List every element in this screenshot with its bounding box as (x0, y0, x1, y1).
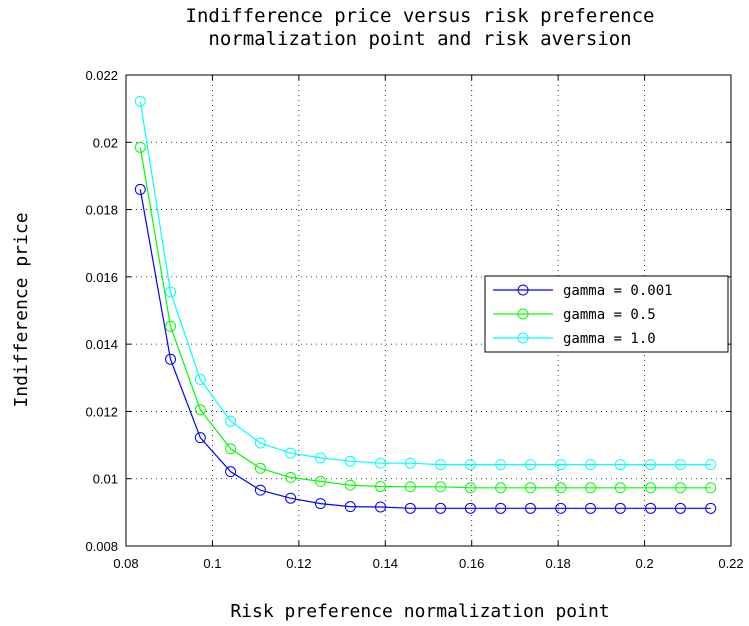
y-tick-label: 0.016 (85, 270, 118, 285)
series-3 (134, 95, 717, 471)
x-tick-label: 0.22 (718, 556, 743, 571)
data-point (404, 457, 416, 469)
data-point (464, 502, 476, 514)
data-point (285, 471, 297, 483)
data-point (645, 482, 657, 494)
data-series (134, 95, 717, 514)
data-point (674, 502, 686, 514)
y-tick-label: 0.01 (93, 472, 118, 487)
x-tick-label: 0.18 (545, 556, 570, 571)
data-point (674, 459, 686, 471)
data-point (314, 452, 326, 464)
data-point (495, 482, 507, 494)
data-point (194, 373, 206, 385)
data-point (705, 459, 717, 471)
data-point (555, 482, 567, 494)
y-tick-label: 0.014 (85, 337, 118, 352)
chart-title: Indifference price versus risk preferenc… (186, 5, 655, 50)
data-point (134, 183, 146, 195)
data-point (344, 479, 356, 491)
series-1 (134, 183, 717, 514)
data-point (254, 437, 266, 449)
data-point (134, 141, 146, 153)
x-tick-label: 0.14 (373, 556, 398, 571)
data-point (194, 404, 206, 416)
data-point (555, 459, 567, 471)
legend-entry[interactable]: gamma = 0.001 (493, 283, 673, 299)
x-tick-label: 0.16 (459, 556, 484, 571)
x-tick-label: 0.2 (636, 556, 654, 571)
data-point (524, 482, 536, 494)
chart-title-line-1: Indifference price versus risk preferenc… (186, 5, 655, 27)
legend-entry[interactable]: gamma = 1.0 (493, 331, 656, 347)
data-point (435, 502, 447, 514)
data-point (225, 443, 237, 455)
data-point (285, 492, 297, 504)
legend-label: gamma = 0.001 (563, 283, 673, 299)
data-point (495, 502, 507, 514)
legend[interactable]: gamma = 0.001 gamma = 0.5 gamma = 1.0 (484, 275, 729, 353)
y-tick-label: 0.018 (85, 203, 118, 218)
legend-label: gamma = 1.0 (563, 331, 656, 347)
data-point (705, 502, 717, 514)
data-point (435, 481, 447, 493)
plot-area-frame (125, 74, 732, 547)
legend-marker (517, 332, 529, 344)
chart-title-line-2: normalization point and risk aversion (208, 28, 631, 50)
data-point (614, 482, 626, 494)
data-point (344, 455, 356, 467)
data-point (404, 481, 416, 493)
data-point (645, 502, 657, 514)
data-point (705, 482, 717, 494)
data-point (614, 459, 626, 471)
data-point (375, 457, 387, 469)
data-point (134, 95, 146, 107)
y-tick-label: 0.008 (85, 539, 118, 554)
data-point (165, 320, 177, 332)
x-axis-label: Risk preference normalization point (230, 601, 609, 622)
data-point (165, 353, 177, 365)
y-axis-label: Indifference price (11, 212, 32, 407)
y-tick-label: 0.022 (85, 68, 118, 83)
x-tick-label: 0.12 (286, 556, 311, 571)
data-point (225, 415, 237, 427)
data-point (404, 502, 416, 514)
data-point (314, 475, 326, 487)
x-tick-label: 0.1 (203, 556, 221, 571)
data-point (375, 501, 387, 513)
data-point (194, 432, 206, 444)
data-point (375, 480, 387, 492)
data-point (225, 466, 237, 478)
data-point (555, 502, 567, 514)
y-tick-label: 0.02 (93, 135, 118, 150)
data-point (585, 459, 597, 471)
data-point (254, 462, 266, 474)
legend-marker (517, 284, 529, 296)
data-point (464, 482, 476, 494)
axis-ticks: 0.08 0.1 0.12 0.14 0.16 0.18 0.2 0.22 0.008 0.01 0… (85, 68, 743, 571)
legend-marker (517, 308, 529, 320)
data-point (585, 502, 597, 514)
y-tick-label: 0.012 (85, 404, 118, 419)
data-point (674, 482, 686, 494)
data-point (464, 459, 476, 471)
data-point (614, 502, 626, 514)
data-point (285, 447, 297, 459)
legend-label: gamma = 0.5 (563, 307, 656, 323)
x-tick-label: 0.08 (113, 556, 138, 571)
data-point (314, 498, 326, 510)
data-point (254, 484, 266, 496)
data-point (344, 501, 356, 513)
data-point (524, 502, 536, 514)
legend-entry[interactable]: gamma = 0.5 (493, 307, 656, 323)
data-point (645, 459, 657, 471)
data-point (165, 286, 177, 298)
data-point (524, 459, 536, 471)
data-point (585, 482, 597, 494)
series-2 (134, 141, 717, 494)
data-point (495, 459, 507, 471)
data-point (435, 459, 447, 471)
